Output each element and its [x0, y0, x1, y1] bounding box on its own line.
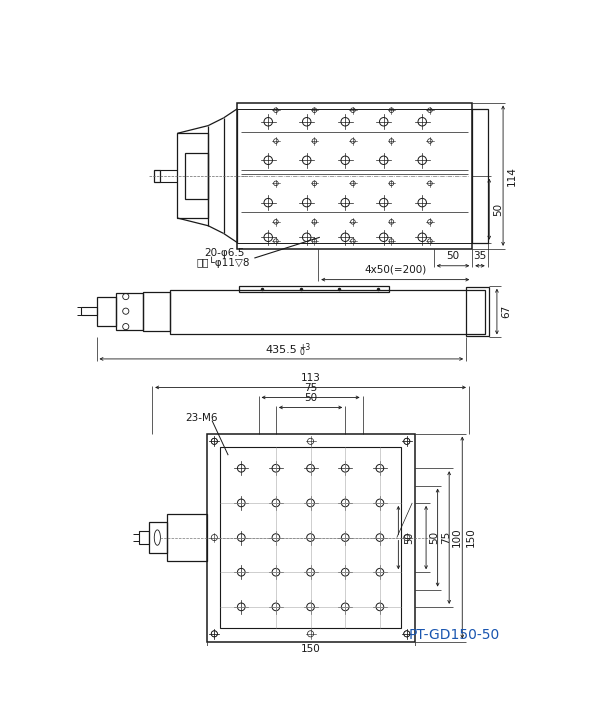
Bar	[155, 169, 161, 182]
Bar	[185, 152, 208, 199]
Text: 113: 113	[301, 372, 321, 383]
Bar	[143, 292, 170, 331]
Bar	[238, 102, 472, 249]
Text: 75: 75	[304, 383, 317, 393]
Bar	[149, 522, 167, 553]
Text: PT-GD150-50: PT-GD150-50	[409, 629, 500, 643]
Bar	[96, 298, 116, 326]
Bar	[221, 447, 401, 628]
Bar	[466, 287, 489, 336]
Text: 50: 50	[304, 393, 317, 403]
Text: 0: 0	[299, 348, 304, 356]
Text: 50: 50	[429, 531, 439, 544]
Text: 67: 67	[501, 305, 511, 318]
Text: 100: 100	[452, 528, 462, 547]
Bar	[178, 134, 208, 218]
Bar	[139, 531, 149, 544]
Bar	[170, 290, 485, 333]
Text: 4x50(=200): 4x50(=200)	[364, 265, 427, 275]
Bar	[116, 293, 143, 330]
Text: 75: 75	[441, 531, 451, 544]
Text: 20-φ6.5: 20-φ6.5	[204, 248, 245, 258]
Text: 23-M6: 23-M6	[185, 413, 218, 423]
Text: 114: 114	[507, 166, 517, 186]
Bar	[472, 109, 488, 242]
Bar	[81, 307, 96, 315]
Text: 35: 35	[473, 251, 487, 261]
Text: 50: 50	[447, 251, 459, 261]
Bar	[207, 433, 415, 642]
Text: 50: 50	[405, 531, 415, 544]
Text: 150: 150	[301, 644, 321, 654]
Bar	[239, 286, 389, 292]
Text: 50: 50	[493, 203, 503, 216]
Text: 背面└φ11▽8: 背面└φ11▽8	[196, 257, 250, 269]
Bar	[167, 515, 207, 560]
Text: 435.5: 435.5	[265, 345, 297, 355]
Text: +3: +3	[299, 343, 310, 352]
Text: 150: 150	[465, 528, 475, 547]
